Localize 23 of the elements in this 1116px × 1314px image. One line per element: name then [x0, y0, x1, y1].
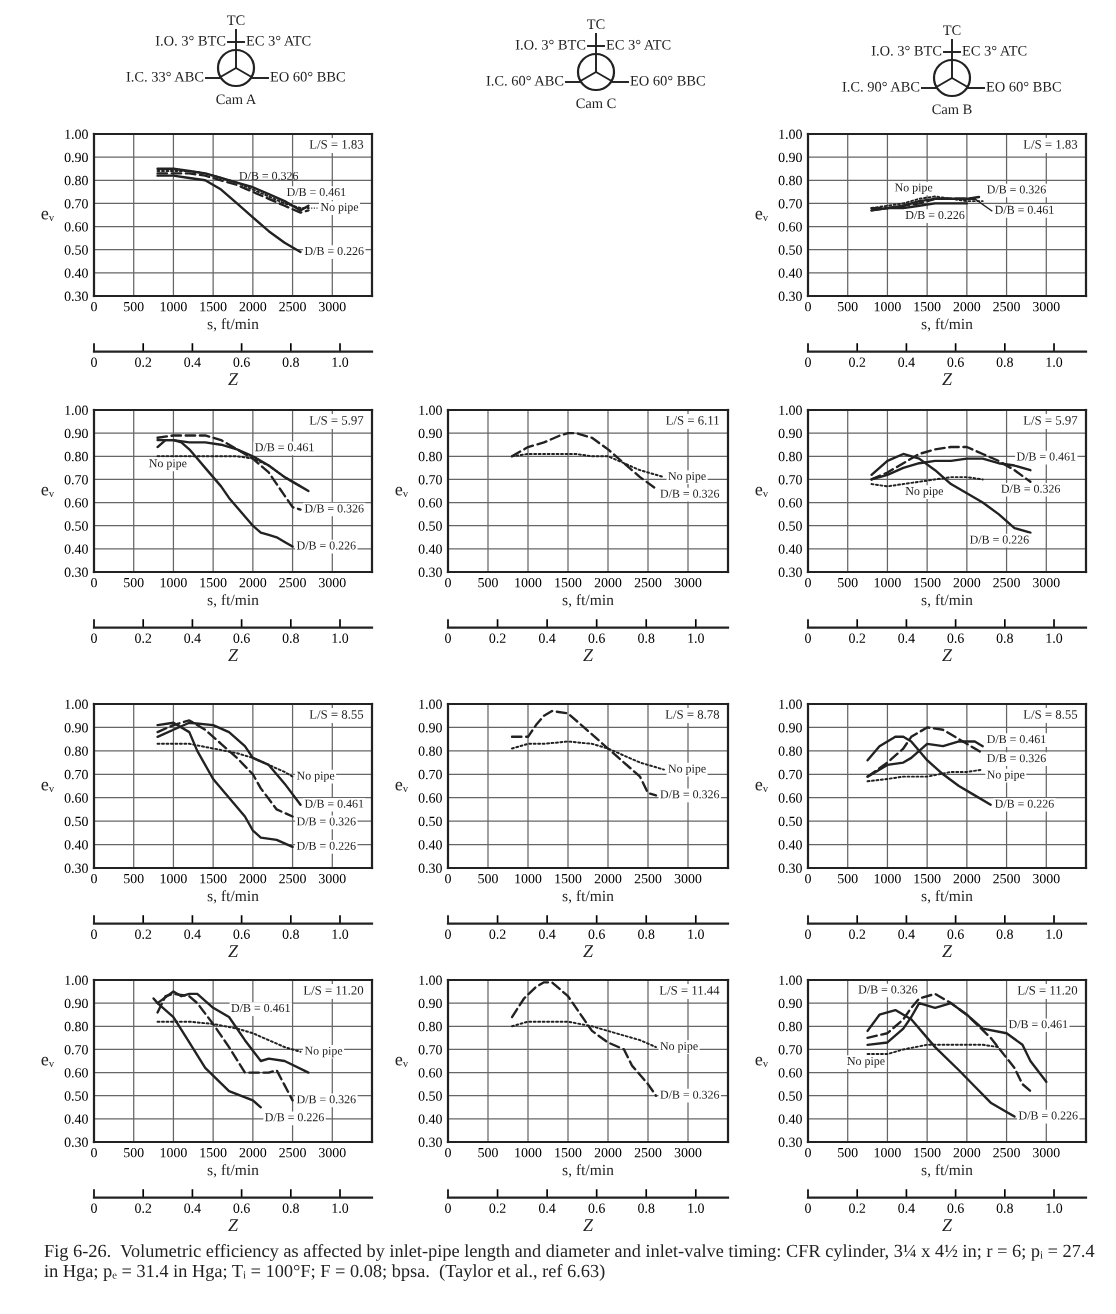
- y-axis-title: eᵥ: [395, 781, 409, 793]
- x2-axis-title: Z: [942, 373, 953, 386]
- x2-axis-title: Z: [942, 945, 953, 958]
- x2-axis-title: Z: [942, 649, 953, 662]
- x2-axis-title: Z: [942, 1219, 953, 1232]
- y-axis-title: eᵥ: [755, 781, 769, 793]
- x2-axis-title: Z: [228, 1219, 239, 1232]
- x2-axis-title: Z: [583, 945, 594, 958]
- y-axis-title: eᵥ: [41, 210, 55, 222]
- y-axis-title: eᵥ: [41, 781, 55, 793]
- y-axis-title: eᵥ: [755, 1056, 769, 1068]
- caption: Fig 6-26. Volumetric efficiency as affected by inlet-pipe length and diameter and inlet-valve timing: CFR cylinder, 3¼ x 4½ in; r = 6; pᵢ = 27.4 in Hga; pₑ = 31.4 in Hga; Tᵢ = 100°F; F = 0.08; bpsa. (Taylor et al., ref 6.63): [44, 1244, 1095, 1281]
- y-axis-title: eᵥ: [395, 486, 409, 498]
- x2-axis-title: Z: [228, 373, 239, 386]
- y-axis-title: eᵥ: [395, 1056, 409, 1068]
- x2-axis-title: Z: [583, 1219, 594, 1232]
- x2-axis-title: Z: [228, 945, 239, 958]
- y-axis-title: eᵥ: [755, 210, 769, 222]
- y-axis-title: eᵥ: [41, 1056, 55, 1068]
- x2-axis-title: Z: [228, 649, 239, 662]
- y-axis-title: eᵥ: [755, 486, 769, 498]
- y-axis-title: eᵥ: [41, 486, 55, 498]
- x2-axis-title: Z: [583, 649, 594, 662]
